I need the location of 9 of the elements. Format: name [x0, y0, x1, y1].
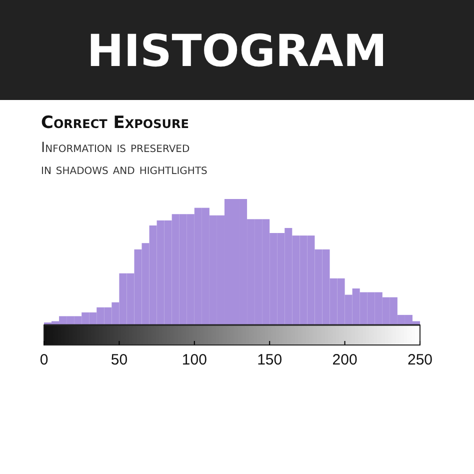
- x-tick-label: 250: [407, 352, 433, 369]
- x-tick-label: 0: [40, 352, 48, 369]
- chart-title: HISTOGRAM: [86, 26, 388, 77]
- x-tick-label: 150: [257, 352, 282, 369]
- chart-subtitle: Correct Exposure: [41, 113, 189, 133]
- x-tick-label: 200: [332, 352, 358, 369]
- x-tick-label: 50: [110, 352, 128, 369]
- text: Information is preserved in shadows and hightlights: [41, 140, 208, 178]
- x-tick-label: 100: [182, 352, 207, 369]
